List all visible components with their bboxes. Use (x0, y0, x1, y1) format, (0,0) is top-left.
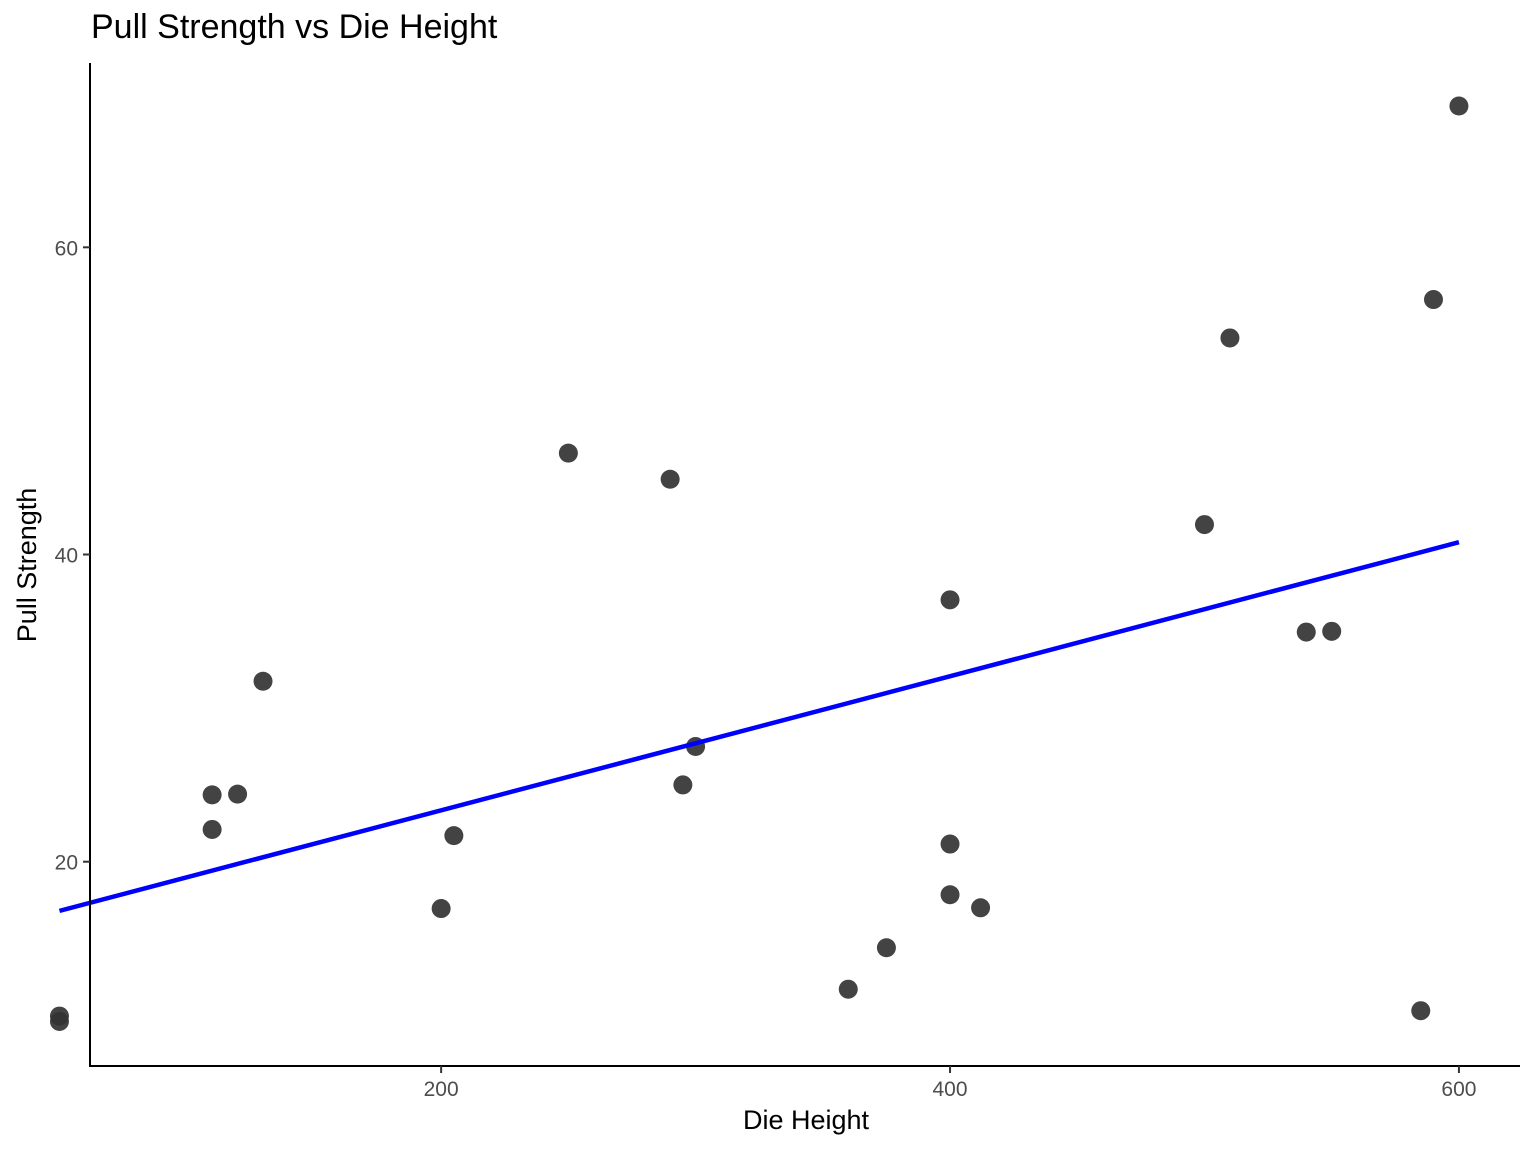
y-axis-title: Pull Strength (12, 488, 42, 643)
data-point-20 (1220, 328, 1240, 348)
data-point-13 (838, 979, 858, 999)
data-point-11 (673, 775, 693, 795)
data-point-22 (1322, 621, 1342, 641)
data-point-5 (228, 784, 248, 804)
x-tick-label-600: 600 (1441, 1078, 1476, 1101)
data-point-25 (1449, 96, 1469, 116)
data-point-2 (49, 1011, 69, 1031)
y-tick-label-20: 20 (55, 852, 78, 875)
points-layer (49, 96, 1469, 1031)
data-point-7 (431, 899, 451, 919)
chart-title: Pull Strength vs Die Height (91, 8, 498, 46)
data-point-24 (1423, 290, 1443, 310)
data-point-14 (876, 938, 896, 958)
fit-line (58, 540, 1460, 914)
data-point-4 (202, 819, 222, 839)
data-point-8 (444, 826, 464, 846)
data-point-9 (558, 443, 578, 463)
data-point-19 (1194, 515, 1214, 535)
fit-layer (58, 540, 1460, 914)
x-tick-label-400: 400 (933, 1078, 968, 1101)
data-point-21 (1296, 622, 1316, 642)
data-point-17 (940, 885, 960, 905)
data-point-18 (971, 898, 991, 918)
x-tick-label-200: 200 (424, 1078, 459, 1101)
y-tick-label-60: 60 (55, 237, 78, 260)
x-axis-title: Die Height (743, 1105, 870, 1135)
data-point-15 (940, 590, 960, 610)
data-point-10 (660, 469, 680, 489)
ticks-layer: 200 400 600 20 40 60 (55, 237, 1477, 1101)
y-tick-label-40: 40 (55, 545, 78, 568)
data-point-6 (253, 671, 273, 691)
data-point-3 (202, 785, 222, 805)
data-point-23 (1411, 1001, 1431, 1021)
data-point-16 (940, 834, 960, 854)
